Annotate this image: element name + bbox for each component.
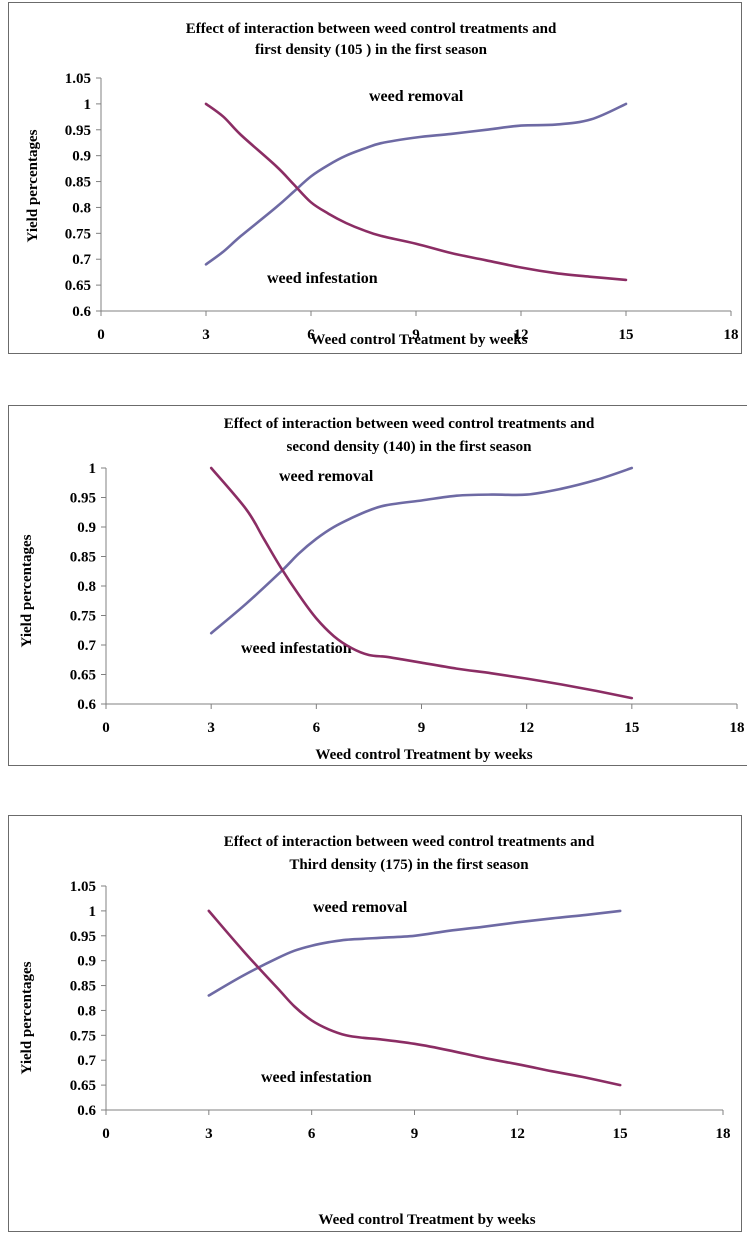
chart-panel-2: Effect of interaction between weed contr… — [8, 405, 747, 766]
chart-1-y-tick-label: 0.9 — [72, 149, 91, 165]
chart-2-x-tick-label: 3 — [207, 720, 215, 736]
chart-2-y-tick-label: 0.7 — [77, 638, 96, 654]
chart-3-y-tick-label: 0.8 — [77, 1003, 96, 1019]
chart-1-x-axis-label: Weed control Treatment by weeks — [310, 332, 527, 348]
chart-1-series-infestation-line — [204, 102, 628, 282]
chart-1-y-tick-label: 0.6 — [72, 304, 91, 320]
chart-3-y-tick-label: 0.6 — [77, 1103, 96, 1119]
chart-1-y-axis-label: Yield percentages — [25, 129, 41, 242]
chart-1-x-tick-label: 18 — [724, 327, 739, 343]
chart-3-y-tick-label: 1 — [89, 904, 97, 920]
chart-3-y-axis-label: Yield percentages — [19, 961, 35, 1074]
chart-2-y-tick-label: 0.65 — [70, 668, 96, 684]
chart-1-y-tick-label: 1 — [84, 97, 92, 113]
chart-2-svg: Effect of interaction between weed contr… — [19, 416, 745, 763]
chart-2-y-tick-label: 1 — [89, 461, 97, 477]
chart-2-y-axis-label: Yield percentages — [19, 534, 35, 647]
chart-2-x-tick-label: 6 — [313, 720, 321, 736]
chart-2-annotation-weed-removal: weed removal — [279, 468, 374, 485]
chart-2-x-tick-label: 18 — [730, 720, 745, 736]
chart-2-plot-area: 0.6 0.65 0.7 0.75 0.8 0.85 0.9 0.95 1 0 3 6 9 12 15 18 — [70, 461, 745, 736]
chart-3-annotation-weed-removal: weed removal — [313, 899, 408, 916]
chart-1-x-tick-label: 12 — [514, 327, 529, 343]
chart-2-x-tick-label: 0 — [102, 720, 110, 736]
chart-3-series-infestation-line — [207, 909, 622, 1087]
chart-1-y-tick-label: 1.05 — [65, 71, 91, 87]
chart-1-annotation-weed-removal: weed removal — [369, 88, 464, 105]
chart-3-x-tick-label: 15 — [613, 1126, 628, 1142]
chart-3-series-removal-line — [207, 909, 622, 997]
chart-3-x-tick-label: 12 — [510, 1126, 525, 1142]
chart-2-y-tick-label: 0.6 — [77, 697, 96, 713]
chart-2-series-infestation-line — [209, 466, 634, 700]
chart-2-y-tick-label: 0.9 — [77, 520, 96, 536]
chart-2-x-tick-label: 9 — [418, 720, 426, 736]
chart-3-y-tick-label: 0.65 — [70, 1078, 96, 1094]
chart-1-x-tick-label: 6 — [307, 327, 315, 343]
chart-1-x-tick-label: 0 — [97, 327, 105, 343]
chart-2-annotation-weed-infestation: weed infestation — [241, 640, 352, 657]
chart-1-title-line-2: first density (105 ) in the first season — [255, 42, 488, 58]
chart-3-y-tick-label: 1.05 — [70, 879, 96, 895]
chart-1-x-tick-label: 15 — [619, 327, 634, 343]
chart-2-x-axis-label: Weed control Treatment by weeks — [315, 747, 532, 763]
chart-3-y-tick-label: 0.7 — [77, 1053, 96, 1069]
chart-1-svg: Effect of interaction between weed contr… — [25, 21, 739, 348]
chart-3-y-tick-label: 0.85 — [70, 979, 96, 995]
chart-3-plot-area: 0.6 0.65 0.7 0.75 0.8 0.85 0.9 0.95 1 1.05 0 3 6 9 12 1… — [70, 879, 731, 1142]
chart-2-y-tick-label: 0.85 — [70, 550, 96, 566]
chart-panel-1: Effect of interaction between weed contr… — [8, 2, 742, 354]
chart-3-y-tick-label: 0.9 — [77, 954, 96, 970]
chart-1-plot-area: 0.6 0.65 0.7 0.75 0.8 0.85 0.9 0.95 1 1.05 0 3 6 9 12 1… — [65, 71, 739, 343]
chart-3-x-tick-label: 0 — [102, 1126, 110, 1142]
chart-1-y-tick-label: 0.7 — [72, 252, 91, 268]
chart-2-title-line-2: second density (140) in the first season — [286, 439, 532, 455]
chart-1-annotation-weed-infestation: weed infestation — [267, 270, 378, 287]
chart-3-title-line-1: Effect of interaction between weed contr… — [224, 834, 595, 850]
chart-2-y-tick-label: 0.8 — [77, 579, 96, 595]
chart-panel-3: Effect of interaction between weed contr… — [8, 815, 742, 1232]
chart-3-x-tick-label: 9 — [411, 1126, 419, 1142]
chart-1-x-tick-label: 9 — [412, 327, 420, 343]
chart-2-series-removal-line — [209, 466, 634, 635]
chart-3-x-tick-label: 6 — [308, 1126, 316, 1142]
chart-1-title-line-1: Effect of interaction between weed contr… — [186, 21, 557, 37]
chart-1-series-removal-line — [204, 102, 628, 266]
chart-3-x-axis-label: Weed control Treatment by weeks — [318, 1212, 535, 1228]
chart-1-y-tick-label: 0.75 — [65, 226, 91, 242]
chart-1-y-tick-label: 0.65 — [65, 278, 91, 294]
chart-3-title-line-2: Third density (175) in the first season — [289, 857, 529, 873]
chart-3-annotation-weed-infestation: weed infestation — [261, 1069, 372, 1086]
chart-3-x-tick-label: 18 — [716, 1126, 731, 1142]
chart-3-y-tick-label: 0.75 — [70, 1028, 96, 1044]
chart-3-svg: Effect of interaction between weed contr… — [19, 834, 731, 1228]
chart-2-y-tick-label: 0.75 — [70, 609, 96, 625]
chart-2-y-tick-label: 0.95 — [70, 491, 96, 507]
chart-1-y-tick-label: 0.8 — [72, 200, 91, 216]
chart-3-x-tick-label: 3 — [205, 1126, 213, 1142]
chart-1-y-tick-label: 0.85 — [65, 175, 91, 191]
chart-1-x-tick-label: 3 — [202, 327, 210, 343]
chart-2-title-line-1: Effect of interaction between weed contr… — [224, 416, 595, 432]
chart-2-x-tick-label: 15 — [624, 720, 639, 736]
chart-1-y-tick-label: 0.95 — [65, 123, 91, 139]
chart-3-y-tick-label: 0.95 — [70, 929, 96, 945]
chart-2-x-tick-label: 12 — [519, 720, 534, 736]
